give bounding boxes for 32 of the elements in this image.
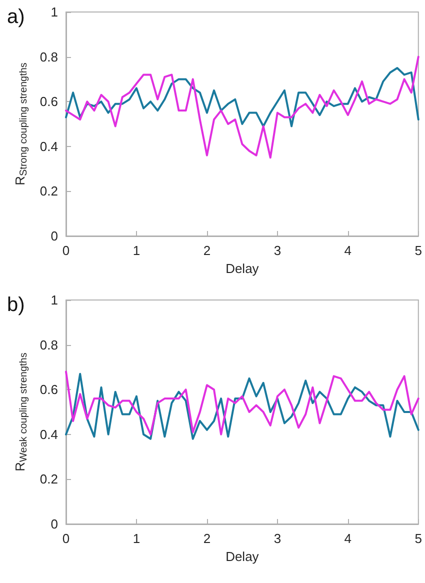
x-tick-label: 5 <box>414 531 422 546</box>
y-tick-label: 0.4 <box>40 138 58 154</box>
y-tick-label: 0.8 <box>40 337 58 352</box>
y-tick-label: 1 <box>50 292 58 308</box>
y-tick-label: 0.6 <box>40 382 58 398</box>
chart-title: a) <box>7 6 25 28</box>
x-tick-label: 1 <box>132 243 140 258</box>
y-tick-label: 0.4 <box>40 426 58 442</box>
x-tick-label: 0 <box>62 243 70 258</box>
y-tick-label: 0 <box>50 516 58 532</box>
y-tick-label: 1 <box>50 4 58 20</box>
x-tick-label: 5 <box>414 243 422 258</box>
x-tick-label: 0 <box>62 531 70 546</box>
x-tick-label: 3 <box>274 531 282 546</box>
line-series <box>65 67 420 128</box>
y-tick-label: 0 <box>50 228 58 244</box>
x-tick-label: 4 <box>344 243 352 258</box>
x-tick-label: 4 <box>344 531 352 546</box>
y-axis-title: RStrong coupling strengths <box>12 62 30 186</box>
y-tick-label: 0.2 <box>40 184 58 199</box>
x-tick-label: 1 <box>132 531 140 546</box>
y-tick-label: 0.2 <box>40 472 58 487</box>
x-tick-label: 2 <box>203 531 211 546</box>
line-series <box>65 56 420 159</box>
y-tick-label: 0.6 <box>40 94 58 110</box>
x-axis-title: Delay <box>226 260 260 276</box>
x-tick-label: 2 <box>203 243 211 258</box>
y-axis-title: RWeak coupling strengths <box>12 352 30 472</box>
x-axis-title: Delay <box>226 548 260 564</box>
chart-title: b) <box>7 294 25 316</box>
y-tick-label: 0.8 <box>40 49 58 64</box>
x-tick-label: 3 <box>274 243 282 258</box>
